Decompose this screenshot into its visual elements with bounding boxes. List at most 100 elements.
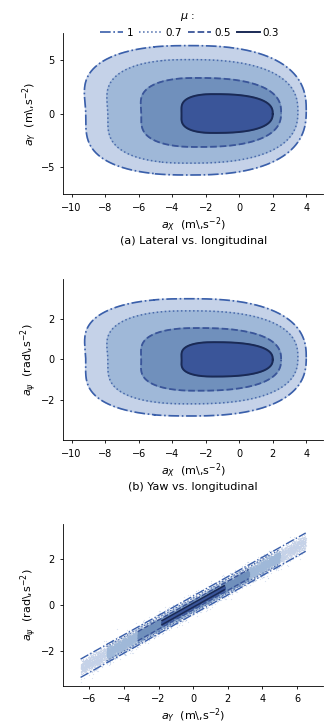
Point — [212, 589, 217, 600]
Point — [212, 586, 218, 597]
Point — [140, 627, 146, 638]
Point — [115, 645, 121, 657]
Point — [163, 613, 168, 624]
Point — [140, 629, 146, 641]
Point — [241, 568, 246, 580]
Point — [276, 552, 281, 563]
Point — [188, 600, 193, 612]
Point — [244, 571, 249, 582]
Point — [260, 553, 265, 565]
Point — [92, 655, 97, 666]
Point — [196, 602, 202, 613]
Point — [255, 566, 260, 578]
Point — [244, 569, 249, 581]
Point — [159, 619, 164, 630]
Point — [182, 601, 187, 613]
Point — [120, 638, 125, 650]
Point — [270, 558, 275, 570]
Point — [191, 598, 196, 610]
Point — [113, 643, 118, 655]
Point — [212, 588, 217, 600]
Point — [197, 600, 202, 612]
Point — [233, 579, 238, 591]
Point — [176, 605, 181, 617]
Point — [237, 571, 242, 583]
Point — [285, 547, 291, 559]
Point — [182, 605, 188, 616]
Point — [187, 600, 192, 611]
Point — [268, 557, 273, 568]
Point — [155, 619, 161, 630]
Point — [222, 586, 227, 597]
Point — [122, 632, 127, 643]
Point — [194, 602, 200, 613]
Point — [184, 597, 190, 609]
Point — [176, 608, 181, 619]
Point — [196, 596, 202, 608]
Point — [187, 601, 192, 613]
Point — [171, 610, 176, 621]
Point — [207, 590, 213, 601]
Point — [230, 577, 235, 589]
Point — [171, 612, 176, 624]
Point — [150, 619, 155, 630]
Point — [179, 603, 184, 615]
Point — [181, 608, 186, 620]
Point — [173, 611, 178, 622]
Point — [259, 556, 264, 568]
Point — [196, 595, 201, 606]
Point — [168, 611, 173, 622]
Point — [215, 583, 220, 595]
Point — [158, 621, 163, 633]
Point — [268, 549, 274, 560]
Point — [217, 581, 222, 592]
Point — [201, 596, 206, 608]
Point — [139, 627, 144, 638]
Point — [212, 579, 217, 591]
Point — [185, 609, 190, 621]
Point — [212, 589, 217, 600]
Point — [143, 625, 148, 637]
Point — [191, 597, 197, 609]
Point — [168, 612, 174, 624]
Point — [143, 627, 148, 639]
Point — [233, 575, 238, 587]
Point — [149, 621, 154, 632]
Point — [144, 624, 149, 636]
Point — [176, 609, 181, 621]
Point — [244, 576, 249, 587]
Point — [209, 587, 215, 598]
Point — [153, 619, 158, 631]
Point — [245, 574, 250, 585]
Point — [213, 587, 218, 599]
Point — [158, 616, 163, 627]
Point — [106, 648, 111, 659]
Point — [207, 589, 212, 600]
Point — [234, 580, 239, 592]
Point — [184, 603, 190, 614]
Point — [248, 565, 254, 576]
Point — [161, 611, 166, 622]
Point — [192, 600, 197, 612]
Point — [207, 590, 212, 602]
Point — [233, 577, 238, 589]
Point — [222, 578, 228, 590]
Point — [181, 604, 186, 616]
Point — [198, 594, 203, 605]
Point — [155, 615, 160, 627]
Point — [130, 635, 135, 646]
Point — [245, 567, 251, 579]
Point — [168, 613, 173, 625]
Point — [171, 611, 176, 622]
Point — [175, 608, 180, 619]
Point — [182, 606, 188, 618]
Point — [83, 661, 88, 673]
Point — [152, 619, 157, 631]
Point — [144, 627, 149, 639]
Point — [184, 603, 189, 615]
Point — [268, 554, 273, 566]
Point — [154, 626, 159, 637]
Point — [193, 594, 198, 605]
Point — [209, 587, 214, 599]
Point — [245, 562, 251, 574]
